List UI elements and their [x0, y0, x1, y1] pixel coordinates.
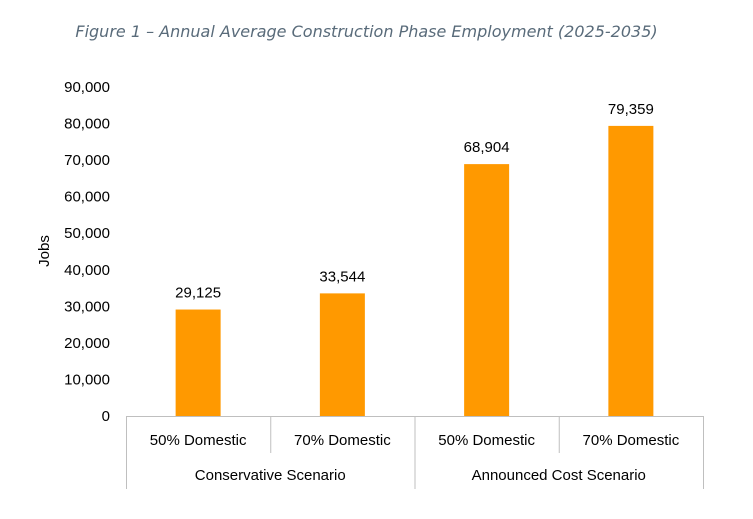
bars: 29,125 33,544 68,904 79,359	[175, 101, 654, 416]
bar-value-label: 79,359	[608, 101, 654, 118]
x-axis: 50% Domestic 70% Domestic 50% Domestic 70% …	[126, 416, 704, 489]
y-tick-label: 70,000	[64, 152, 110, 169]
y-axis: 0 10,000 20,000 30,000 40,000 50,000 60,000 70,…	[64, 79, 110, 425]
y-tick-label: 90,000	[64, 79, 110, 96]
y-tick-label: 60,000	[64, 189, 110, 206]
chart-title: Figure 1 – Annual Average Construction P…	[75, 22, 658, 41]
bar-value-label: 68,904	[464, 139, 510, 156]
x-tick-label: 70% Domestic	[583, 432, 680, 449]
bar-value-label: 29,125	[175, 285, 221, 302]
y-tick-label: 50,000	[64, 225, 110, 242]
y-tick-label: 10,000	[64, 371, 110, 388]
bar	[175, 309, 221, 416]
bar-value-label: 33,544	[319, 268, 365, 285]
y-tick-label: 20,000	[64, 335, 110, 352]
y-tick-label: 0	[102, 408, 110, 425]
x-tick-label: 50% Domestic	[438, 432, 535, 449]
x-group-label: Conservative Scenario	[195, 467, 346, 484]
y-tick-label: 80,000	[64, 116, 110, 133]
bar	[464, 164, 510, 416]
bar	[319, 293, 365, 416]
x-tick-label: 50% Domestic	[150, 432, 247, 449]
x-group-label: Announced Cost Scenario	[472, 467, 646, 484]
y-axis-label: Jobs	[36, 235, 53, 267]
x-tick-label: 70% Domestic	[294, 432, 391, 449]
y-tick-label: 30,000	[64, 298, 110, 315]
bar	[608, 125, 654, 416]
y-tick-label: 40,000	[64, 262, 110, 279]
